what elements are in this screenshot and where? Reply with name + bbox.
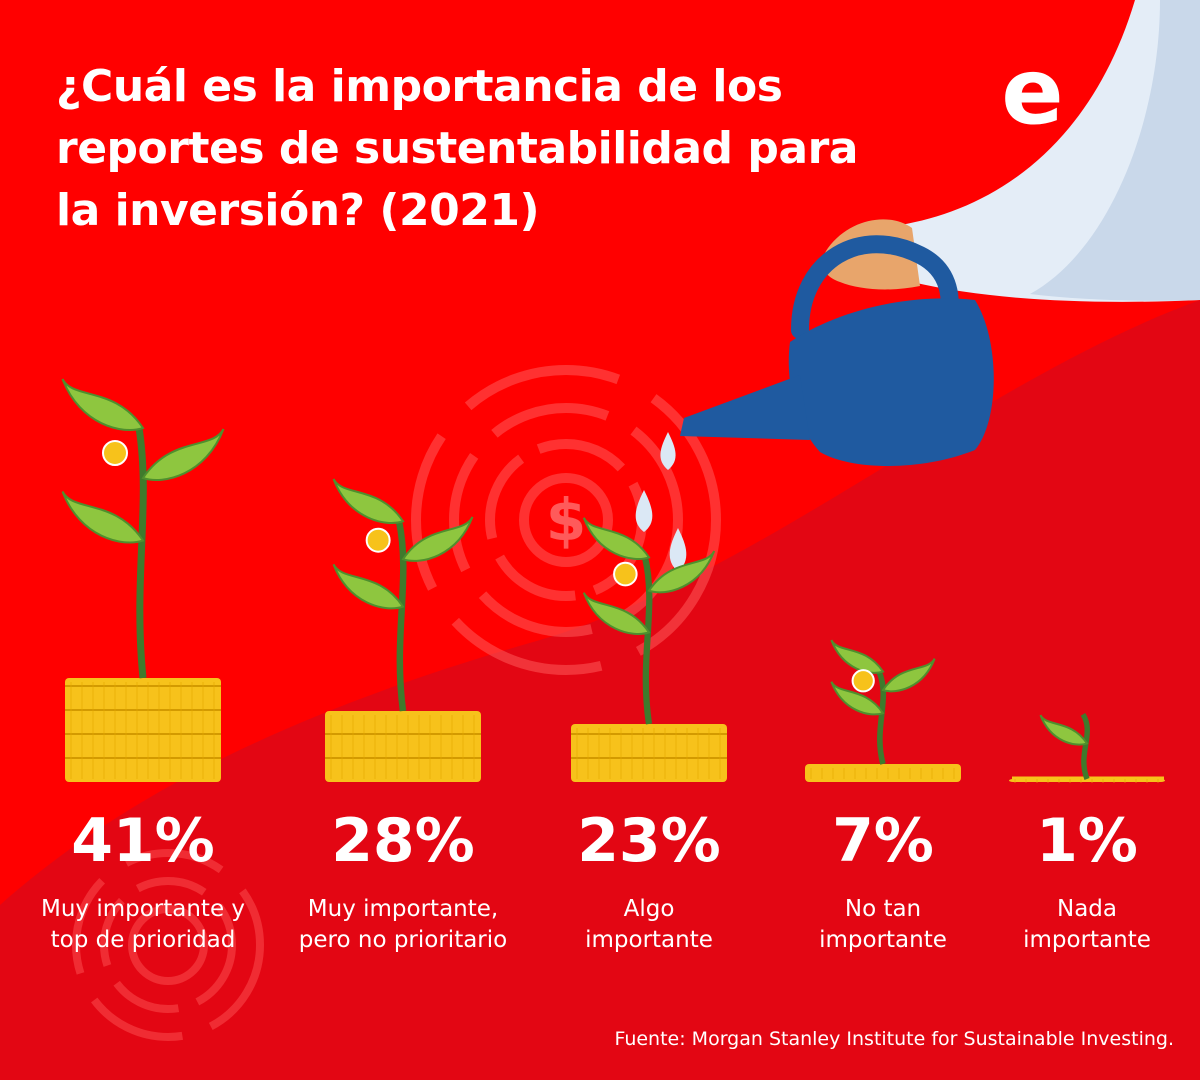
water-drop-icon [660,432,676,470]
plant-icon [830,639,936,765]
watering-can-illustration [680,0,1200,466]
chart-title: ¿Cuál es la importancia de los reportes … [56,61,858,236]
chart-marks [61,378,1165,783]
coin-icon [365,527,391,553]
value-label-3: 23% [577,806,721,876]
water-drop-icon [635,490,653,532]
coin-icon [102,440,128,466]
leaf-icon [401,516,474,562]
brand-logo: e [1001,38,1064,145]
leaf-icon [61,490,145,544]
leaf-icon [61,378,145,431]
svg-text:$: $ [546,486,586,554]
value-label-4: 7% [832,806,934,876]
leaf-icon [332,563,405,610]
background-lower-band [0,300,1200,1080]
bar-4 [805,764,961,782]
leaf-icon [332,478,405,524]
leaf-icon [881,658,936,693]
category-label-4: No tan importante [819,896,947,953]
category-label-1: Muy importante y top de prioridad [40,896,246,953]
coin-stack-4 [805,639,961,782]
bar-5 [1009,779,1165,782]
category-label-3: Algo importante [585,896,713,953]
dollar-target-icon: $ [411,365,721,675]
leaf-icon [1039,714,1089,746]
value-label-5: 1% [1036,806,1138,876]
coin-stack-3 [571,517,727,782]
leaf-icon [582,592,651,635]
plant-icon [61,378,225,679]
bar-2 [325,711,481,782]
plant-icon [1039,712,1090,780]
dollar-target-icon [72,849,264,1041]
watering-can-icon [788,298,994,466]
coin-icon [613,561,638,587]
hand-icon [822,219,920,290]
leaf-icon [582,517,651,561]
source-note: Fuente: Morgan Stanley Institute for Sus… [614,1028,1174,1050]
coin-stack-5 [1009,712,1165,783]
plant-icon [582,517,716,725]
leaf-icon [830,681,885,716]
coin-stack-2 [325,478,481,782]
bar-3 [571,724,727,782]
bar-1 [65,678,221,782]
water-drops [635,432,687,572]
leaf-icon [141,428,225,481]
leaf-icon [647,550,716,594]
water-drop-icon [669,528,687,572]
coin-icon [851,669,875,693]
value-label-1: 41% [71,806,215,876]
value-label-2: 28% [331,806,475,876]
watering-can-spout [680,375,810,440]
coin-stack-1 [61,378,225,782]
category-label-5: Nada importante [1023,896,1151,953]
plant-icon [332,478,474,712]
category-label-2: Muy importante, pero no prioritario [298,896,508,953]
